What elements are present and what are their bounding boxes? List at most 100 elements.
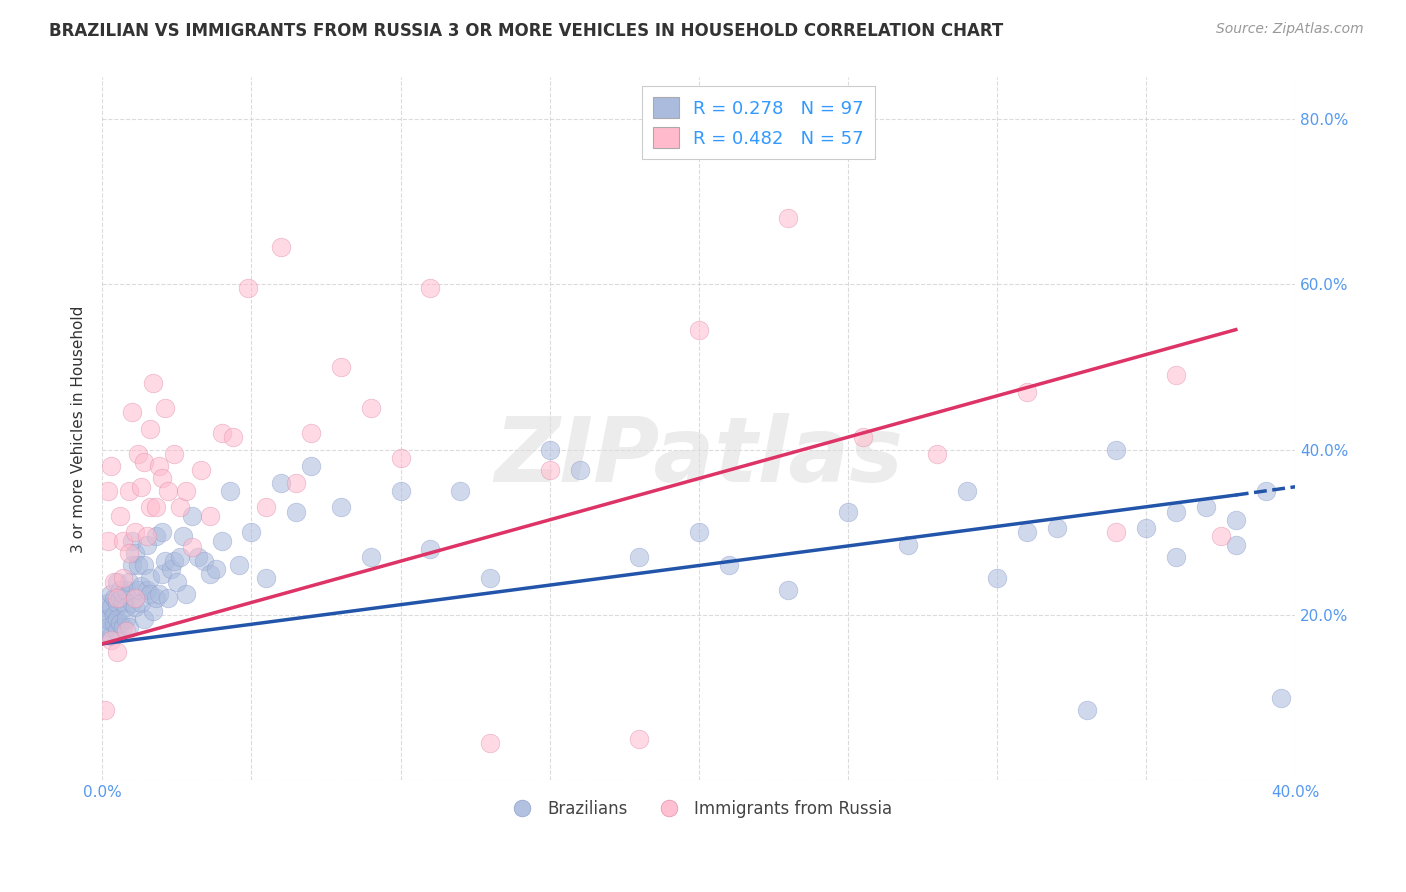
Point <box>1105 442 1128 457</box>
Point <box>1166 549 1188 564</box>
Point <box>121 405 143 419</box>
Point <box>897 538 920 552</box>
Point <box>479 571 502 585</box>
Point <box>142 604 165 618</box>
Point <box>112 533 135 548</box>
Point <box>108 583 131 598</box>
Point <box>124 591 146 606</box>
Point <box>1225 538 1247 552</box>
Point <box>1195 500 1218 515</box>
Point <box>329 359 352 374</box>
Point <box>115 612 138 626</box>
Point <box>148 459 170 474</box>
Point <box>180 508 202 523</box>
Point <box>100 599 122 614</box>
Point <box>115 599 138 614</box>
Point <box>1135 521 1157 535</box>
Text: BRAZILIAN VS IMMIGRANTS FROM RUSSIA 3 OR MORE VEHICLES IN HOUSEHOLD CORRELATION : BRAZILIAN VS IMMIGRANTS FROM RUSSIA 3 OR… <box>49 22 1004 40</box>
Point <box>419 541 441 556</box>
Point <box>1015 384 1038 399</box>
Point <box>159 562 181 576</box>
Point <box>112 620 135 634</box>
Point <box>124 546 146 560</box>
Point <box>129 480 152 494</box>
Point <box>360 549 382 564</box>
Point <box>163 447 186 461</box>
Point <box>100 587 122 601</box>
Point <box>1166 368 1188 383</box>
Point <box>145 529 167 543</box>
Point <box>238 281 260 295</box>
Point <box>172 529 194 543</box>
Point <box>299 459 322 474</box>
Point <box>1076 703 1098 717</box>
Point <box>568 463 591 477</box>
Point <box>115 583 138 598</box>
Point <box>174 587 197 601</box>
Point <box>97 612 120 626</box>
Point <box>852 430 875 444</box>
Point <box>103 616 125 631</box>
Point <box>153 401 176 416</box>
Point <box>94 612 117 626</box>
Point <box>105 624 128 639</box>
Point <box>132 558 155 573</box>
Point <box>127 583 149 598</box>
Point <box>180 540 202 554</box>
Point <box>198 508 221 523</box>
Point <box>97 483 120 498</box>
Point <box>112 571 135 585</box>
Point <box>163 554 186 568</box>
Point <box>124 525 146 540</box>
Point <box>121 595 143 609</box>
Point <box>1270 690 1292 705</box>
Point <box>124 599 146 614</box>
Point <box>136 583 159 598</box>
Point <box>1015 525 1038 540</box>
Point <box>270 475 292 490</box>
Point <box>449 483 471 498</box>
Point <box>121 533 143 548</box>
Point <box>1209 529 1232 543</box>
Point <box>132 455 155 469</box>
Point <box>118 546 141 560</box>
Point <box>419 281 441 295</box>
Point <box>100 632 122 647</box>
Point <box>169 500 191 515</box>
Point <box>108 591 131 606</box>
Point <box>97 533 120 548</box>
Point <box>132 612 155 626</box>
Point <box>927 447 949 461</box>
Point <box>115 624 138 639</box>
Point <box>105 612 128 626</box>
Point <box>97 620 120 634</box>
Point <box>136 529 159 543</box>
Point <box>628 549 651 564</box>
Point <box>717 558 740 573</box>
Point <box>628 731 651 746</box>
Point <box>688 323 710 337</box>
Point <box>142 376 165 391</box>
Text: ZIPatlas: ZIPatlas <box>495 413 903 501</box>
Point <box>127 447 149 461</box>
Point <box>299 425 322 440</box>
Point <box>112 595 135 609</box>
Point <box>1225 513 1247 527</box>
Point <box>190 463 212 477</box>
Point <box>198 566 221 581</box>
Point <box>389 450 412 465</box>
Point <box>211 533 233 548</box>
Point <box>204 562 226 576</box>
Point <box>121 558 143 573</box>
Point <box>105 645 128 659</box>
Point <box>100 629 122 643</box>
Point <box>360 401 382 416</box>
Point <box>240 525 263 540</box>
Point <box>211 425 233 440</box>
Point <box>127 558 149 573</box>
Legend: Brazilians, Immigrants from Russia: Brazilians, Immigrants from Russia <box>499 793 898 825</box>
Point <box>156 483 179 498</box>
Point <box>1254 483 1277 498</box>
Point <box>103 574 125 589</box>
Point <box>219 483 242 498</box>
